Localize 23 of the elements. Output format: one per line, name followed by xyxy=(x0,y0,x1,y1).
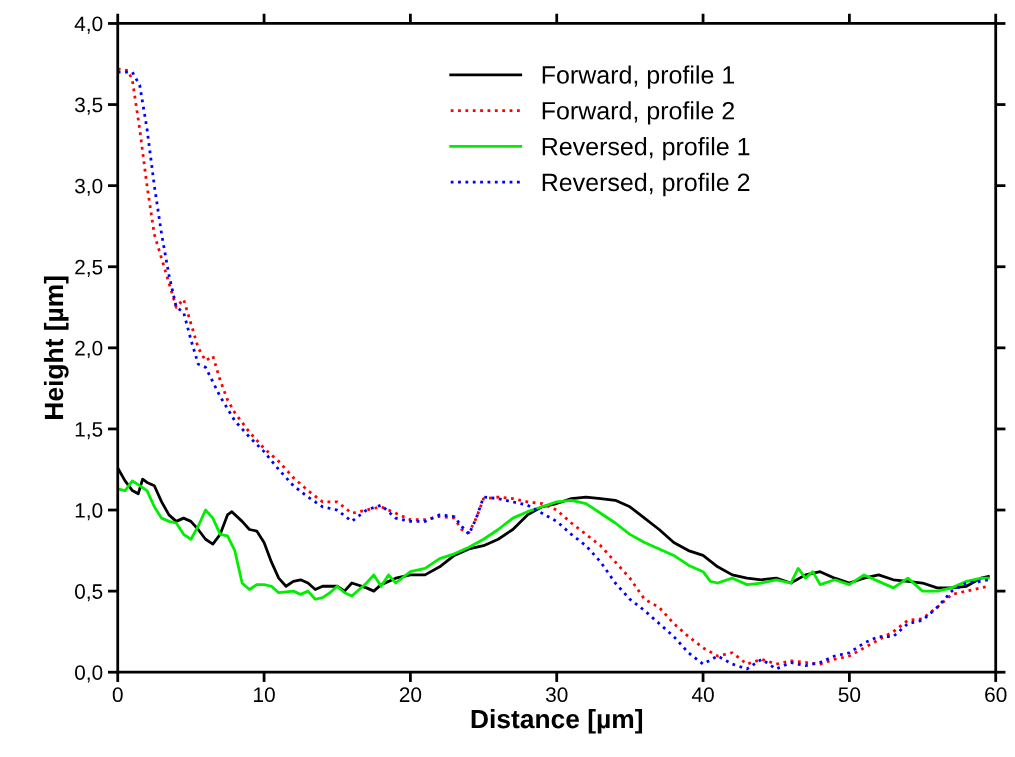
y-tick-label: 1,0 xyxy=(75,503,103,521)
y-tick-label: 3,0 xyxy=(74,178,103,196)
y-tick-label: 2,0 xyxy=(75,340,103,359)
y-tick-label: 0,0 xyxy=(75,665,103,683)
x-tick-label: 60 xyxy=(985,687,1007,703)
legend-label: Reversed, profile 2 xyxy=(542,172,750,197)
x-tick-label: 10 xyxy=(254,687,275,703)
x-tick-label: 20 xyxy=(399,687,422,703)
line-series xyxy=(117,479,990,601)
x-axis-title: Distance [µm] xyxy=(471,709,643,734)
y-tick-label: 1,5 xyxy=(75,422,103,440)
y-tick-label: 3,5 xyxy=(74,97,103,115)
legend-label: Forward, profile 1 xyxy=(542,65,735,89)
y-axis-title: Height [µm] xyxy=(43,276,69,419)
y-tick-label: 0,5 xyxy=(75,584,103,602)
x-tick-label: 50 xyxy=(838,687,861,703)
x-tick-label: 40 xyxy=(691,687,714,703)
x-tick-label: 30 xyxy=(545,687,568,703)
x-tick-label: 0 xyxy=(112,687,123,703)
legend-label: Forward, profile 2 xyxy=(542,101,734,125)
y-tick-label: 2,5 xyxy=(75,259,103,277)
legend-label: Reversed, profile 1 xyxy=(542,137,750,161)
y-tick-label: 4,0 xyxy=(74,16,103,34)
